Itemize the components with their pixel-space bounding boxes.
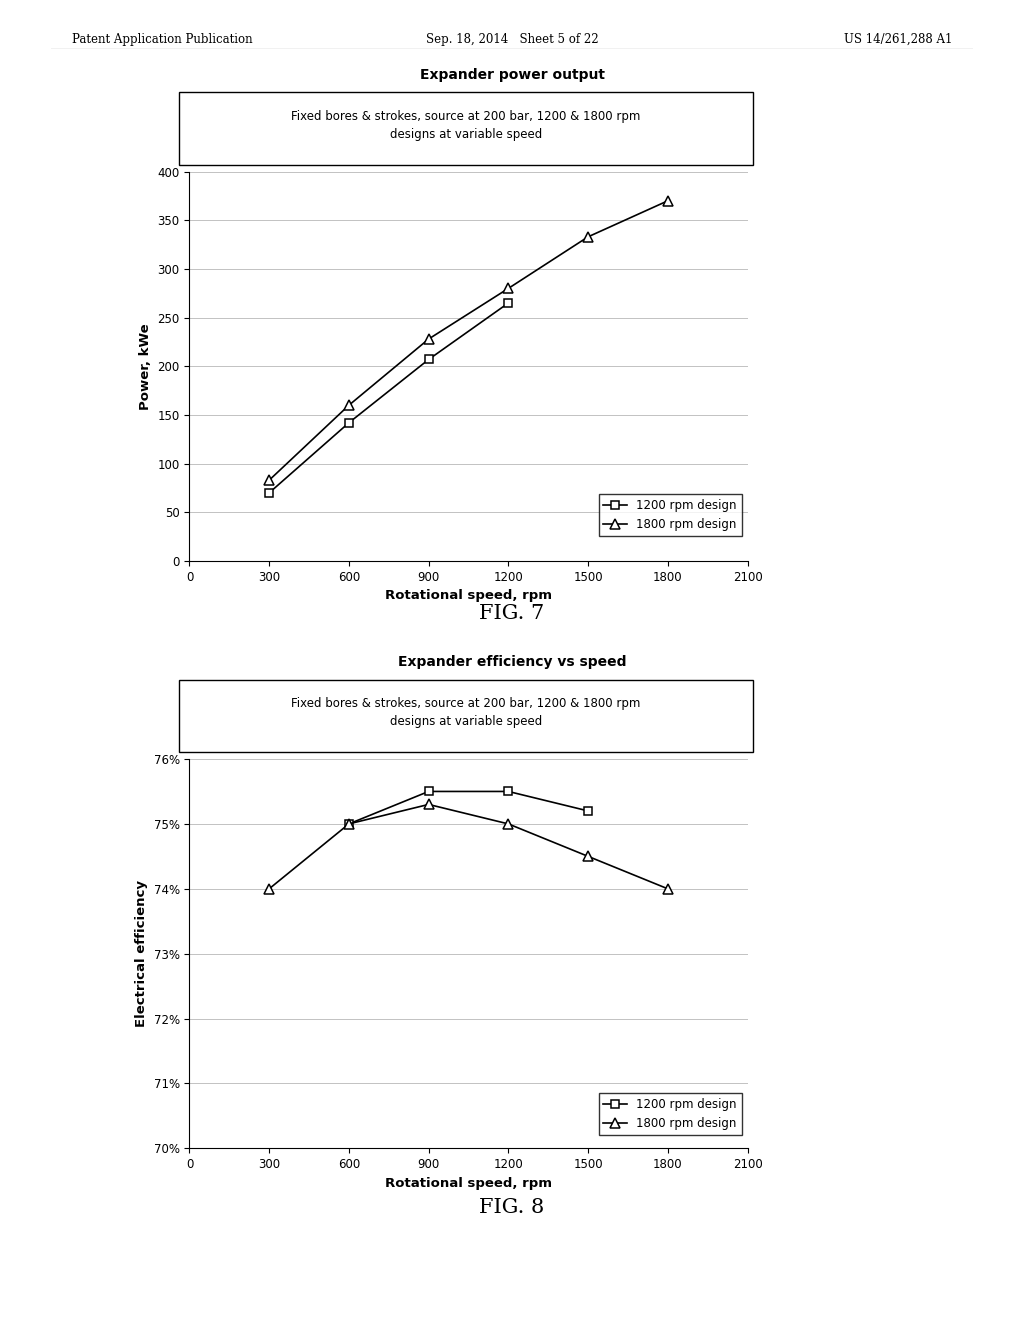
1800 rpm design [423, 331, 435, 347]
Line: 1800 rpm design: 1800 rpm design [264, 197, 673, 484]
Text: US 14/261,288 A1: US 14/261,288 A1 [844, 33, 952, 46]
X-axis label: Rotational speed, rpm: Rotational speed, rpm [385, 1176, 552, 1189]
Text: Expander efficiency vs speed: Expander efficiency vs speed [397, 655, 627, 669]
Line: 1200 rpm design: 1200 rpm design [265, 300, 512, 496]
1200 rpm design [263, 484, 275, 500]
1800 rpm design [502, 281, 514, 297]
Line: 1200 rpm design: 1200 rpm design [345, 788, 592, 828]
1800 rpm design [263, 880, 275, 896]
1800 rpm design [582, 228, 594, 244]
FancyBboxPatch shape [179, 92, 753, 165]
Text: Expander power output: Expander power output [420, 67, 604, 82]
Legend: 1200 rpm design, 1800 rpm design: 1200 rpm design, 1800 rpm design [599, 1093, 741, 1135]
1200 rpm design [423, 784, 435, 800]
Text: Fixed bores & strokes, source at 200 bar, 1200 & 1800 rpm
designs at variable sp: Fixed bores & strokes, source at 200 bar… [291, 697, 641, 727]
1800 rpm design [343, 397, 355, 413]
1800 rpm design [423, 796, 435, 812]
1800 rpm design [502, 816, 514, 832]
FancyBboxPatch shape [179, 680, 753, 752]
Line: 1800 rpm design: 1800 rpm design [264, 800, 673, 894]
Text: FIG. 8: FIG. 8 [479, 1199, 545, 1217]
1800 rpm design [662, 193, 674, 209]
1200 rpm design [582, 803, 594, 818]
Y-axis label: Power, kWe: Power, kWe [139, 323, 152, 409]
1200 rpm design [343, 414, 355, 430]
1200 rpm design [502, 784, 514, 800]
1800 rpm design [343, 816, 355, 832]
Legend: 1200 rpm design, 1800 rpm design: 1200 rpm design, 1800 rpm design [599, 494, 741, 536]
1200 rpm design [423, 351, 435, 367]
1800 rpm design [662, 880, 674, 896]
X-axis label: Rotational speed, rpm: Rotational speed, rpm [385, 589, 552, 602]
Text: Fixed bores & strokes, source at 200 bar, 1200 & 1800 rpm
designs at variable sp: Fixed bores & strokes, source at 200 bar… [291, 110, 641, 140]
Text: Sep. 18, 2014   Sheet 5 of 22: Sep. 18, 2014 Sheet 5 of 22 [426, 33, 598, 46]
Y-axis label: Electrical efficiency: Electrical efficiency [135, 880, 148, 1027]
Text: FIG. 7: FIG. 7 [479, 605, 545, 623]
1800 rpm design [263, 473, 275, 488]
1200 rpm design [343, 816, 355, 832]
Text: Patent Application Publication: Patent Application Publication [72, 33, 252, 46]
1200 rpm design [502, 296, 514, 312]
1800 rpm design [582, 849, 594, 865]
